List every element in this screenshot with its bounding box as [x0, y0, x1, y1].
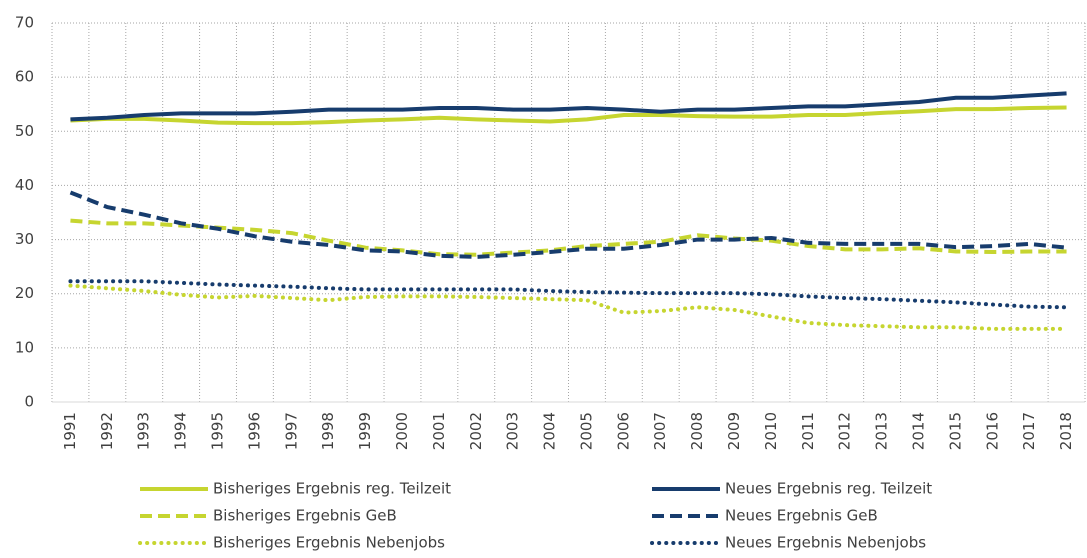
- legend-label: Bisheriges Ergebnis GeB: [213, 507, 397, 525]
- x-tick-label: 1994: [172, 412, 190, 450]
- y-tick-label: 20: [15, 284, 34, 302]
- x-tick-label: 1995: [209, 412, 227, 450]
- y-tick-label: 0: [24, 393, 34, 411]
- series-line: [69, 190, 1067, 259]
- x-tick-label: 2013: [873, 412, 891, 450]
- y-tick-label: 30: [15, 230, 34, 248]
- x-tick-label: 1992: [98, 412, 116, 450]
- x-tick-label: 2004: [541, 412, 559, 450]
- x-tick-label: 2008: [688, 412, 706, 450]
- x-tick-label: 1997: [282, 412, 300, 450]
- y-tick-label: 50: [15, 122, 34, 140]
- x-tick-label: 2011: [799, 412, 817, 450]
- legend-label: Neues Ergebnis reg. Teilzeit: [725, 480, 932, 498]
- x-tick-label: 2001: [430, 412, 448, 450]
- x-tick-label: 2005: [577, 412, 595, 450]
- x-tick-label: 2017: [1020, 412, 1038, 450]
- x-tick-label: 1993: [135, 412, 153, 450]
- x-tick-label: 2002: [467, 412, 485, 450]
- legend-label: Neues Ergebnis GeB: [725, 507, 878, 525]
- x-tick-label: 2014: [909, 412, 927, 450]
- series-line: [68, 283, 1069, 331]
- legend-label: Neues Ergebnis Nebenjobs: [725, 534, 926, 552]
- x-tick-label: 2003: [504, 412, 522, 450]
- series-line: [70, 91, 1067, 122]
- x-tick-label: 2010: [762, 412, 780, 450]
- y-tick-label: 60: [15, 68, 34, 86]
- x-tick-label: 1991: [61, 412, 79, 450]
- x-tick-label: 1999: [356, 412, 374, 450]
- x-tick-label: 2018: [1057, 412, 1075, 450]
- y-tick-label: 10: [15, 338, 34, 356]
- series-line: [68, 279, 1069, 310]
- x-tick-label: 2007: [651, 412, 669, 450]
- series-line: [70, 218, 1067, 257]
- x-tick-label: 2000: [393, 412, 411, 450]
- y-tick-label: 70: [15, 14, 34, 32]
- legend-label: Bisheriges Ergebnis reg. Teilzeit: [213, 480, 451, 498]
- x-tick-label: 2016: [983, 412, 1001, 450]
- legend-label: Bisheriges Ergebnis Nebenjobs: [213, 534, 445, 552]
- x-tick-label: 2012: [836, 412, 854, 450]
- x-tick-label: 2015: [946, 412, 964, 450]
- series-line: [70, 105, 1067, 126]
- y-tick-label: 40: [15, 176, 34, 194]
- x-tick-label: 1996: [245, 412, 263, 450]
- x-tick-label: 2006: [614, 412, 632, 450]
- x-tick-label: 2009: [725, 412, 743, 450]
- x-tick-label: 1998: [319, 412, 337, 450]
